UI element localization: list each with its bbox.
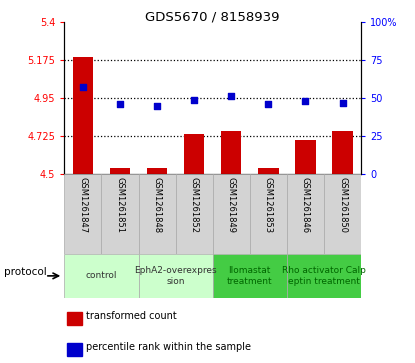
Text: GSM1261846: GSM1261846 [301,177,310,233]
Text: GSM1261849: GSM1261849 [227,177,236,233]
Bar [258,168,278,174]
Bar [64,254,139,298]
Point [117,101,123,107]
Bar [64,174,101,254]
Text: EphA2-overexpres
sion: EphA2-overexpres sion [134,266,217,286]
Bar [147,168,167,174]
Point [339,100,346,106]
Bar [67,343,81,356]
Text: transformed count: transformed count [86,311,177,321]
Point [80,85,86,90]
Bar [101,174,139,254]
Bar [213,254,287,298]
Bar [67,312,81,325]
Point [302,98,309,104]
Bar [295,140,316,174]
Bar [73,57,93,174]
Point [265,101,272,107]
Text: GDS5670 / 8158939: GDS5670 / 8158939 [145,11,280,24]
Point [228,94,234,99]
Text: control: control [85,272,117,280]
Point [154,103,160,109]
Text: GSM1261847: GSM1261847 [78,177,88,233]
Text: GSM1261852: GSM1261852 [190,177,199,233]
Bar [184,134,204,174]
Bar [324,174,361,254]
Bar [110,168,130,174]
Bar [176,174,213,254]
Text: GSM1261851: GSM1261851 [115,177,124,233]
Text: GSM1261850: GSM1261850 [338,177,347,233]
Bar [221,131,242,174]
Bar [139,174,176,254]
Bar [332,131,353,174]
Text: Rho activator Calp
eptin treatment: Rho activator Calp eptin treatment [282,266,366,286]
Text: percentile rank within the sample: percentile rank within the sample [86,342,251,352]
Text: Ilomastat
treatment: Ilomastat treatment [227,266,273,286]
Bar [287,254,361,298]
Text: GSM1261853: GSM1261853 [264,177,273,233]
Text: protocol: protocol [4,267,47,277]
Text: GSM1261848: GSM1261848 [153,177,161,233]
Point [191,97,198,102]
Bar [250,174,287,254]
Bar [287,174,324,254]
Bar [213,174,250,254]
Bar [139,254,213,298]
